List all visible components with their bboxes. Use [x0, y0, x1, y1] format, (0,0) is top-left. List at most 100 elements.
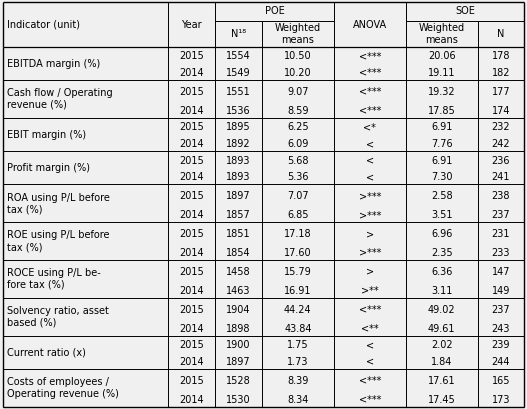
- Text: 2015: 2015: [179, 340, 204, 350]
- Text: 1892: 1892: [226, 139, 251, 149]
- Text: 182: 182: [492, 68, 510, 78]
- Text: 5.68: 5.68: [287, 155, 309, 166]
- Text: 2014: 2014: [179, 139, 204, 149]
- Text: 2015: 2015: [179, 305, 204, 315]
- Text: 9.07: 9.07: [287, 87, 309, 97]
- Text: 1904: 1904: [226, 305, 251, 315]
- Text: 237: 237: [492, 305, 510, 315]
- Text: >: >: [366, 229, 374, 239]
- Text: EBITDA margin (%): EBITDA margin (%): [7, 58, 100, 69]
- Text: 17.61: 17.61: [428, 376, 455, 386]
- Text: 6.91: 6.91: [431, 122, 452, 133]
- Text: POE: POE: [265, 7, 284, 16]
- Text: 10.50: 10.50: [284, 52, 311, 61]
- Text: 1530: 1530: [226, 395, 251, 405]
- Text: N: N: [497, 29, 505, 39]
- Text: 1900: 1900: [226, 340, 251, 350]
- Text: 2015: 2015: [179, 155, 204, 166]
- Text: >**: >**: [361, 286, 378, 296]
- Text: 177: 177: [492, 87, 510, 97]
- Text: ROE using P/L before
tax (%): ROE using P/L before tax (%): [7, 230, 109, 252]
- Text: Cash flow / Operating
revenue (%): Cash flow / Operating revenue (%): [7, 88, 112, 110]
- Text: Profit margin (%): Profit margin (%): [7, 163, 90, 173]
- Text: 2015: 2015: [179, 376, 204, 386]
- Text: 1895: 1895: [226, 122, 251, 133]
- Text: 147: 147: [492, 267, 510, 277]
- Text: 49.61: 49.61: [428, 324, 455, 334]
- Text: 232: 232: [492, 122, 510, 133]
- Text: 20.06: 20.06: [428, 52, 455, 61]
- Text: 2014: 2014: [179, 248, 204, 258]
- Text: 2015: 2015: [179, 87, 204, 97]
- Text: 2.58: 2.58: [431, 191, 452, 201]
- Text: <: <: [366, 172, 374, 182]
- Text: 6.36: 6.36: [431, 267, 452, 277]
- Text: 1854: 1854: [226, 248, 251, 258]
- Text: 2014: 2014: [179, 68, 204, 78]
- Text: <*: <*: [363, 122, 376, 133]
- Text: <: <: [366, 340, 374, 350]
- Text: 10.20: 10.20: [284, 68, 311, 78]
- Text: <: <: [366, 357, 374, 367]
- Text: 2014: 2014: [179, 172, 204, 182]
- Text: 2.35: 2.35: [431, 248, 452, 258]
- Text: 243: 243: [492, 324, 510, 334]
- Text: 1857: 1857: [226, 210, 251, 220]
- Text: 1536: 1536: [226, 106, 251, 116]
- Text: 3.51: 3.51: [431, 210, 452, 220]
- Text: 236: 236: [492, 155, 510, 166]
- Text: 7.30: 7.30: [431, 172, 452, 182]
- Text: Year: Year: [181, 20, 202, 29]
- Text: 6.09: 6.09: [287, 139, 308, 149]
- Text: 7.76: 7.76: [431, 139, 452, 149]
- Text: N¹⁸: N¹⁸: [231, 29, 246, 39]
- Text: 242: 242: [492, 139, 510, 149]
- Text: 6.96: 6.96: [431, 229, 452, 239]
- Text: 1893: 1893: [226, 172, 251, 182]
- Text: Weighted
means: Weighted means: [275, 23, 321, 45]
- Text: 1549: 1549: [226, 68, 251, 78]
- Text: 1.75: 1.75: [287, 340, 309, 350]
- Text: 2014: 2014: [179, 357, 204, 367]
- Text: <***: <***: [358, 395, 381, 405]
- Text: Costs of employees /
Operating revenue (%): Costs of employees / Operating revenue (…: [7, 377, 119, 399]
- Text: <***: <***: [358, 52, 381, 61]
- Text: <***: <***: [358, 376, 381, 386]
- Text: >***: >***: [358, 248, 381, 258]
- Text: 19.11: 19.11: [428, 68, 455, 78]
- Text: SOE: SOE: [455, 7, 475, 16]
- Text: 2.02: 2.02: [431, 340, 452, 350]
- Text: 2014: 2014: [179, 324, 204, 334]
- Text: 6.85: 6.85: [287, 210, 309, 220]
- Text: Indicator (unit): Indicator (unit): [7, 20, 80, 29]
- Text: 3.11: 3.11: [431, 286, 452, 296]
- Text: 173: 173: [492, 395, 510, 405]
- Text: 1554: 1554: [226, 52, 251, 61]
- Text: 15.79: 15.79: [284, 267, 312, 277]
- Text: 1897: 1897: [226, 191, 251, 201]
- Text: Solvency ratio, asset
based (%): Solvency ratio, asset based (%): [7, 306, 109, 328]
- Text: 2015: 2015: [179, 229, 204, 239]
- Text: 241: 241: [492, 172, 510, 182]
- Text: <***: <***: [358, 305, 381, 315]
- Text: 2015: 2015: [179, 267, 204, 277]
- Text: 165: 165: [492, 376, 510, 386]
- Text: 2015: 2015: [179, 191, 204, 201]
- Text: Current ratio (x): Current ratio (x): [7, 348, 86, 357]
- Text: <***: <***: [358, 87, 381, 97]
- Text: 1551: 1551: [226, 87, 251, 97]
- Text: 19.32: 19.32: [428, 87, 455, 97]
- Text: 8.39: 8.39: [287, 376, 308, 386]
- Text: 1897: 1897: [226, 357, 251, 367]
- Text: 8.59: 8.59: [287, 106, 309, 116]
- Text: ANOVA: ANOVA: [353, 20, 387, 29]
- Text: >***: >***: [358, 191, 381, 201]
- Text: 16.91: 16.91: [284, 286, 311, 296]
- Text: 244: 244: [492, 357, 510, 367]
- Text: 2015: 2015: [179, 122, 204, 133]
- Text: <: <: [366, 155, 374, 166]
- Text: ROA using P/L before
tax (%): ROA using P/L before tax (%): [7, 193, 110, 214]
- Text: 6.25: 6.25: [287, 122, 309, 133]
- Text: <***: <***: [358, 68, 381, 78]
- Text: 1528: 1528: [226, 376, 251, 386]
